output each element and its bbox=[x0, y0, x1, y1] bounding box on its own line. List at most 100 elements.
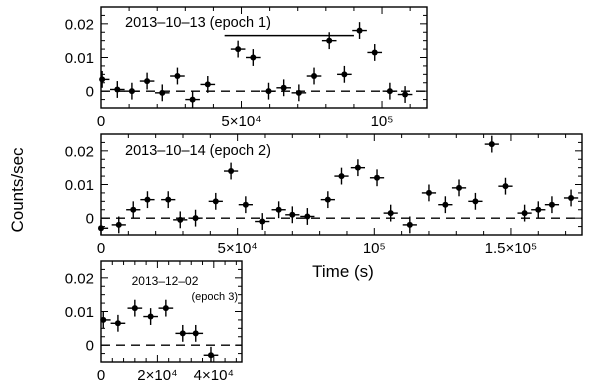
data-point bbox=[484, 135, 499, 153]
x-tick-label: 1.5×10⁵ bbox=[485, 240, 538, 257]
y-axis-label: Counts/sec bbox=[8, 147, 27, 233]
data-point bbox=[397, 86, 413, 103]
point-marker bbox=[189, 96, 196, 103]
point-marker bbox=[114, 86, 121, 93]
point-marker bbox=[144, 78, 151, 85]
x-tick-label: 5×10⁴ bbox=[221, 113, 261, 130]
data-point bbox=[531, 201, 546, 219]
point-marker bbox=[159, 89, 166, 96]
x-tick-label: 10⁵ bbox=[371, 113, 394, 130]
point-marker bbox=[259, 218, 266, 225]
point-marker bbox=[338, 173, 345, 180]
point-marker bbox=[280, 84, 287, 91]
data-point bbox=[175, 324, 191, 342]
y-tick-label: 0.02 bbox=[65, 143, 94, 160]
x-tick-label: 5×10⁴ bbox=[218, 240, 258, 257]
x-tick-label: 4×10⁴ bbox=[194, 367, 234, 384]
data-point bbox=[438, 196, 453, 214]
panel-annotation: 2013–10–14 (epoch 2) bbox=[125, 143, 271, 159]
point-marker bbox=[228, 168, 235, 175]
data-point bbox=[223, 162, 239, 180]
data-point bbox=[99, 70, 110, 88]
data-point bbox=[285, 206, 300, 224]
point-marker bbox=[98, 225, 104, 232]
point-marker bbox=[235, 46, 242, 53]
x-tick-label: 0 bbox=[97, 367, 105, 384]
data-point bbox=[291, 84, 307, 102]
data-point bbox=[143, 308, 158, 325]
point-marker bbox=[354, 164, 361, 171]
point-marker bbox=[289, 211, 296, 218]
y-tick-label: 0.01 bbox=[65, 177, 94, 194]
point-marker bbox=[371, 49, 378, 56]
point-marker bbox=[174, 73, 181, 80]
data-point bbox=[334, 167, 349, 185]
data-point bbox=[188, 324, 204, 342]
point-marker bbox=[374, 174, 381, 181]
point-marker bbox=[386, 88, 393, 95]
data-point bbox=[300, 208, 315, 225]
data-point bbox=[173, 211, 188, 229]
data-point bbox=[321, 32, 337, 50]
point-marker bbox=[162, 305, 169, 312]
data-point bbox=[230, 40, 246, 58]
data-point bbox=[276, 79, 291, 97]
data-point bbox=[271, 201, 286, 219]
point-marker bbox=[442, 201, 449, 208]
point-marker bbox=[128, 88, 135, 95]
data-point bbox=[208, 192, 223, 210]
data-point bbox=[140, 191, 155, 209]
panel-epoch3: 0 2×10⁴ 4×10⁴ 0 0.01 0.02 2013–12–02 (epoch 3) bbox=[65, 260, 243, 384]
data-point bbox=[98, 219, 109, 235]
data-point bbox=[100, 311, 111, 329]
data-point bbox=[127, 299, 143, 317]
data-point bbox=[111, 216, 126, 234]
data-point bbox=[158, 299, 174, 317]
point-marker bbox=[100, 316, 107, 323]
point-marker bbox=[131, 305, 138, 312]
data-point bbox=[161, 191, 176, 209]
data-point bbox=[337, 65, 352, 83]
point-marker bbox=[341, 71, 348, 78]
data-point bbox=[498, 177, 513, 195]
point-marker bbox=[324, 196, 331, 203]
x-tick-label: 0 bbox=[97, 113, 105, 130]
point-marker bbox=[387, 210, 394, 217]
point-marker bbox=[265, 88, 272, 95]
data-point bbox=[563, 189, 579, 207]
data-point bbox=[382, 82, 398, 100]
point-marker bbox=[521, 210, 528, 217]
y-tick-label: 0.01 bbox=[65, 50, 94, 67]
point-marker bbox=[548, 201, 555, 208]
point-marker bbox=[311, 73, 318, 80]
point-marker bbox=[472, 198, 479, 205]
point-marker bbox=[242, 201, 249, 208]
point-marker bbox=[568, 194, 575, 201]
data-point bbox=[352, 22, 367, 39]
data-point bbox=[306, 67, 322, 85]
data-point bbox=[238, 196, 253, 214]
point-marker bbox=[356, 27, 363, 34]
data-point bbox=[185, 91, 200, 108]
data-point bbox=[200, 76, 216, 93]
data-point bbox=[367, 44, 383, 61]
x-tick-label: 2×10⁴ bbox=[137, 367, 177, 384]
point-marker bbox=[212, 198, 219, 205]
point-marker bbox=[535, 206, 542, 213]
data-point bbox=[350, 159, 366, 177]
point-marker bbox=[402, 91, 409, 98]
point-marker bbox=[179, 330, 186, 337]
y-tick-label: 0 bbox=[86, 211, 94, 228]
point-marker bbox=[177, 216, 184, 223]
point-marker bbox=[326, 37, 333, 44]
panel-annotation: 2013–10–13 (epoch 1) bbox=[125, 15, 271, 31]
point-marker bbox=[207, 352, 214, 359]
data-point bbox=[188, 209, 203, 227]
data-point bbox=[468, 192, 483, 210]
y-tick-label: 0 bbox=[86, 338, 94, 355]
data-point bbox=[110, 314, 126, 332]
x-tick-label: 0 bbox=[97, 240, 105, 257]
data-point bbox=[255, 213, 270, 230]
data-point bbox=[124, 82, 140, 100]
